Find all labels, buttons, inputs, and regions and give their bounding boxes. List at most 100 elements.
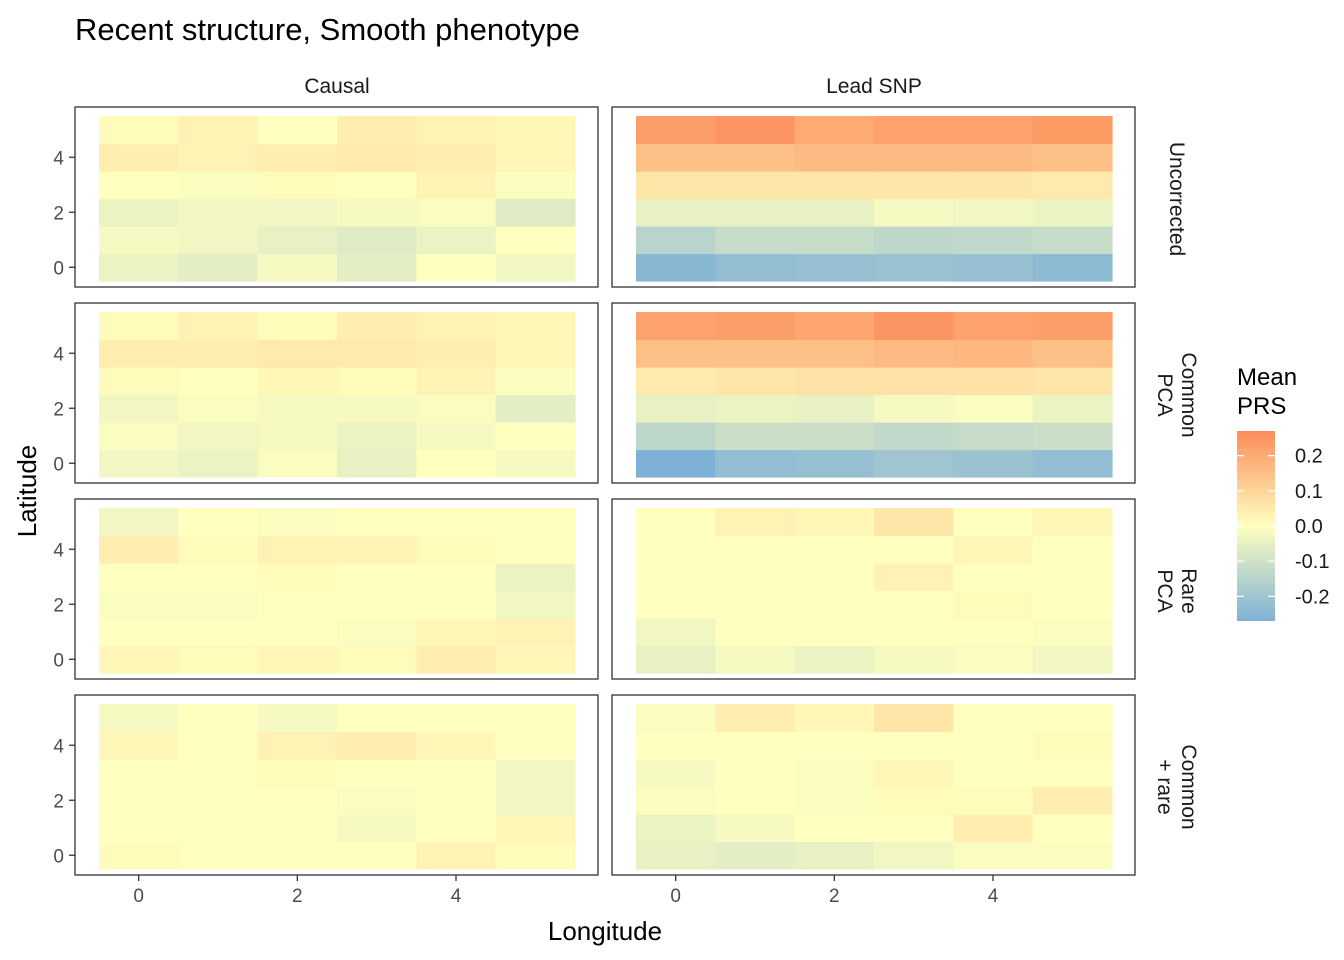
heatmap-cell <box>636 339 716 368</box>
heatmap-cell <box>715 367 796 396</box>
heatmap-cell <box>257 590 338 619</box>
heatmap-cell <box>636 116 716 145</box>
heatmap-cell <box>874 841 954 870</box>
heatmap-cell <box>1032 449 1113 478</box>
heatmap-cell <box>178 312 259 341</box>
heatmap-cell <box>794 786 875 815</box>
panel-border <box>611 498 1136 680</box>
heatmap-cell <box>953 759 1034 788</box>
heatmap-cell <box>416 618 497 647</box>
heatmap-cell <box>953 143 1034 172</box>
legend-tick-label: -0.2 <box>1295 586 1329 608</box>
heatmap-cell <box>794 198 875 227</box>
heatmap-cell <box>337 814 417 843</box>
heatmap-cell <box>416 394 497 423</box>
heatmap-cell <box>99 143 179 172</box>
y-axis-title: Latitude <box>12 445 42 538</box>
panel-r3-c0 <box>74 694 599 876</box>
heatmap-cell <box>1032 814 1113 843</box>
heatmap-cell <box>416 508 497 537</box>
heatmap-cell <box>337 508 417 537</box>
heatmap-cell <box>953 116 1034 145</box>
heatmap-cell <box>953 367 1034 396</box>
heatmap-cell <box>416 367 497 396</box>
heatmap-cell <box>874 645 954 674</box>
heatmap-cell <box>495 422 576 451</box>
heatmap-cell <box>1032 171 1113 200</box>
heatmap-cell <box>416 786 497 815</box>
heatmap-cell <box>636 731 716 760</box>
heatmap-cell <box>794 171 875 200</box>
panel-grid <box>74 106 1136 876</box>
heatmap-cell <box>257 198 338 227</box>
heatmap-cell <box>1032 731 1113 760</box>
heatmap-cell <box>715 731 796 760</box>
heatmap-cell <box>953 535 1034 564</box>
heatmap-cell <box>636 253 716 282</box>
heatmap-cell <box>636 312 716 341</box>
y-tick-label: 0 <box>53 258 64 279</box>
heatmap-cell <box>337 563 417 592</box>
heatmap-cell <box>794 590 875 619</box>
heatmap-cell <box>953 422 1034 451</box>
heatmap-cell <box>953 590 1034 619</box>
heatmap-cell <box>495 704 576 733</box>
heatmap-cell <box>178 226 259 255</box>
heatmap-cell <box>715 116 796 145</box>
x-tick-label: 2 <box>829 886 840 907</box>
row-strip-label: Common+ rare <box>1153 744 1200 829</box>
heatmap-cell <box>636 535 716 564</box>
heatmap-cell <box>715 535 796 564</box>
y-tick-label: 4 <box>53 736 64 757</box>
panel-border <box>611 302 1136 484</box>
heatmap-cell <box>416 253 497 282</box>
heatmap-cell <box>636 367 716 396</box>
heatmap-cell <box>794 116 875 145</box>
heatmap-cell <box>337 339 417 368</box>
heatmap-cell <box>257 786 338 815</box>
heatmap-cell <box>337 422 417 451</box>
y-tick-label: 4 <box>53 148 64 169</box>
panel-r2-c1 <box>611 498 1136 680</box>
heatmap-cell <box>178 841 259 870</box>
heatmap-cell <box>178 535 259 564</box>
heatmap-cell <box>257 312 338 341</box>
heatmap-cell <box>257 171 338 200</box>
heatmap-cell <box>1032 253 1113 282</box>
heatmap-cell <box>495 590 576 619</box>
panel-r2-c0 <box>74 498 599 680</box>
heatmap-cell <box>178 508 259 537</box>
heatmap-cell <box>178 786 259 815</box>
heatmap-cell <box>874 535 954 564</box>
heatmap-cell <box>636 394 716 423</box>
heatmap-cell <box>178 116 259 145</box>
heatmap-cell <box>416 198 497 227</box>
heatmap-cell <box>416 171 497 200</box>
row-strip-label: RarePCA <box>1153 568 1200 614</box>
heatmap-cell <box>178 759 259 788</box>
heatmap-cell <box>178 367 259 396</box>
heatmap-cell <box>416 143 497 172</box>
heatmap-cell <box>337 367 417 396</box>
heatmap-cell <box>99 312 179 341</box>
x-tick-label: 0 <box>670 886 681 907</box>
heatmap-cell <box>636 786 716 815</box>
y-tick-label: 4 <box>53 344 64 365</box>
row-strip-labels: Uncorrected CommonPCA RarePCA Common+ rare <box>1153 142 1200 830</box>
heatmap-cell <box>953 786 1034 815</box>
heatmap-cell <box>337 226 417 255</box>
heatmap-cell <box>99 759 179 788</box>
heatmap-cell <box>636 226 716 255</box>
heatmap-cell <box>495 339 576 368</box>
heatmap-cell <box>99 814 179 843</box>
heatmap-cell <box>874 590 954 619</box>
heatmap-cell <box>257 508 338 537</box>
heatmap-cell <box>337 394 417 423</box>
heatmap-cell <box>99 508 179 537</box>
heatmap-cell <box>337 618 417 647</box>
x-axis-ticks: 0 2 4 0 2 4 <box>133 875 999 907</box>
heatmap-cell <box>874 731 954 760</box>
y-tick-label: 4 <box>53 540 64 561</box>
heatmap-cell <box>495 143 576 172</box>
heatmap-cell <box>99 116 179 145</box>
